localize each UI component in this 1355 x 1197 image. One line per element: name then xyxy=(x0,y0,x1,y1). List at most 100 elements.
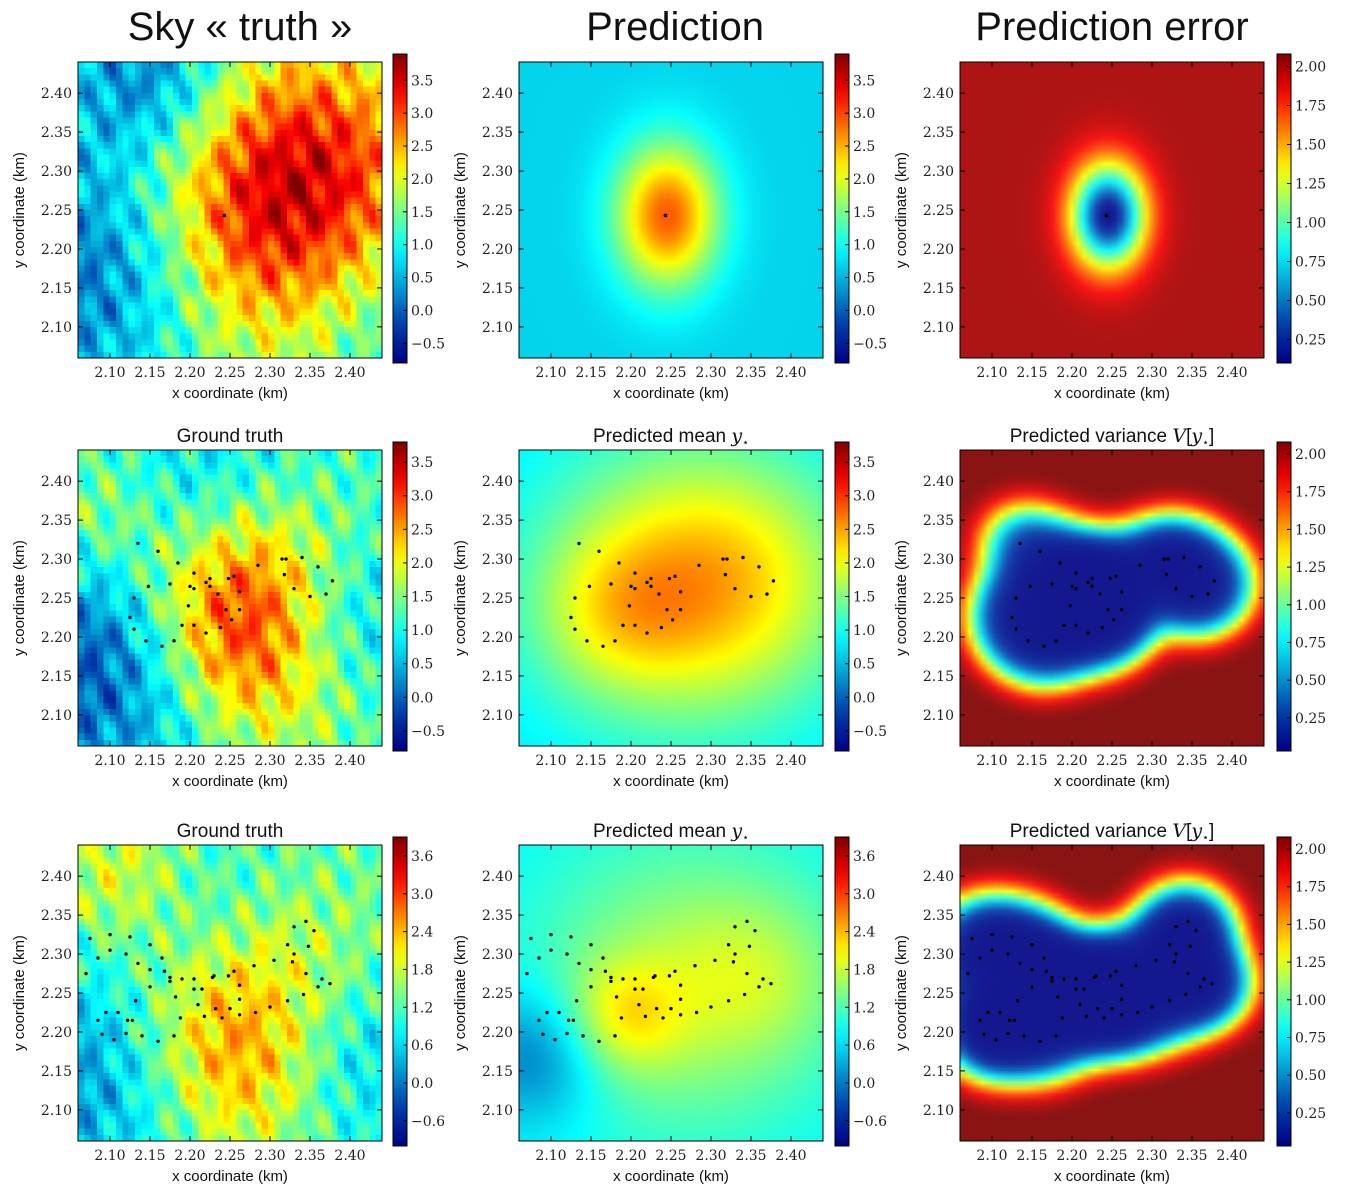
column-title-prediction-error: Prediction error xyxy=(975,5,1248,49)
y-tick-label: 2.20 xyxy=(482,242,513,258)
y-tick-label: 2.35 xyxy=(482,513,513,529)
y-tick-label: 2.25 xyxy=(923,591,954,607)
trajectory-point xyxy=(633,586,637,591)
x-tick-label: 2.40 xyxy=(1216,753,1247,769)
heatmap-image xyxy=(519,450,823,746)
y-tick-label: 2.35 xyxy=(41,513,72,529)
trajectory-point xyxy=(1186,971,1190,976)
trajectory-point xyxy=(280,557,284,561)
trajectory-point xyxy=(678,1013,683,1017)
x-tick-label: 2.10 xyxy=(535,753,566,769)
panel-r1c1: 2.10 2.15 2.20 2.25 2.30 2.35 2.40 2.10 2.15 2.20… xyxy=(11,53,445,402)
trajectory-point xyxy=(168,975,172,980)
trajectory-point xyxy=(637,1002,641,1007)
y-tick-label: 2.25 xyxy=(923,986,954,1002)
trajectory-point xyxy=(160,644,164,648)
y-tick-label: 2.30 xyxy=(923,552,954,568)
trajectory-point xyxy=(545,1010,549,1015)
trajectory-point xyxy=(324,592,328,596)
colorbar-tick-label: 1.25 xyxy=(1295,955,1326,971)
trajectory-point xyxy=(96,956,100,960)
y-tick-label: 2.20 xyxy=(923,242,954,258)
trajectory-point xyxy=(1074,586,1078,591)
trajectory-point xyxy=(178,1016,183,1020)
x-axis-label: x coordinate (km) xyxy=(172,1168,288,1185)
colorbar-tick-label: 2.4 xyxy=(853,925,875,941)
trajectory-point xyxy=(1194,928,1198,933)
heatmap-image xyxy=(519,62,823,358)
x-tick-label: 2.35 xyxy=(1176,365,1207,381)
trajectory-point xyxy=(133,999,138,1003)
y-tick-label: 2.15 xyxy=(482,1064,513,1080)
trajectory-point xyxy=(765,592,769,596)
trajectory-point xyxy=(268,1005,272,1009)
colorbar-tick-label: 2.00 xyxy=(1295,447,1326,463)
trajectory-point xyxy=(292,952,296,956)
x-tick-label: 2.25 xyxy=(214,753,245,769)
x-tick-label: 2.40 xyxy=(334,1148,365,1164)
trajectory-point xyxy=(1198,565,1202,569)
y-tick-label: 2.35 xyxy=(41,125,72,141)
trajectory-point xyxy=(1074,623,1078,627)
trajectory-point xyxy=(160,956,164,960)
x-tick-label: 2.20 xyxy=(615,753,646,769)
trajectory-point xyxy=(597,549,601,553)
y-axis-label: y coordinate (km) xyxy=(452,935,469,1051)
trajectory-point xyxy=(1100,625,1105,630)
x-tick-label: 2.15 xyxy=(134,753,165,769)
trajectory-point xyxy=(1022,1034,1026,1038)
x-tick-label: 2.20 xyxy=(174,1148,205,1164)
trajectory-point xyxy=(132,596,136,600)
x-tick-label: 2.15 xyxy=(575,365,606,381)
trajectory-point xyxy=(1154,958,1158,962)
trajectory-point xyxy=(226,974,231,978)
x-tick-label: 2.30 xyxy=(1136,753,1167,769)
trajectory-point xyxy=(1018,961,1022,966)
y-tick-label: 2.20 xyxy=(482,630,513,646)
trajectory-point xyxy=(1092,975,1097,980)
x-tick-label: 2.40 xyxy=(775,753,806,769)
observation-point xyxy=(663,213,668,218)
trajectory-point xyxy=(601,644,605,648)
trajectory-point xyxy=(300,555,304,560)
x-tick-label: 2.30 xyxy=(254,1148,285,1164)
colorbar xyxy=(392,53,408,364)
panel-r3c2: 2.10 2.15 2.20 2.25 2.30 2.35 2.40 2.10 2.15 2.20… xyxy=(452,820,887,1185)
trajectory-point xyxy=(237,607,242,612)
trajectory-point xyxy=(657,592,661,596)
trajectory-point xyxy=(204,580,208,585)
trajectory-point xyxy=(757,985,761,989)
trajectory-point xyxy=(1182,555,1186,560)
x-axis-label: x coordinate (km) xyxy=(1054,773,1170,790)
y-tick-label: 2.20 xyxy=(482,1025,513,1041)
y-tick-label: 2.10 xyxy=(923,1103,954,1119)
colorbar-tick-label: 3.0 xyxy=(853,489,875,505)
y-tick-label: 2.30 xyxy=(482,164,513,180)
trajectory-point xyxy=(132,627,136,631)
colorbar-tick-label: 1.0 xyxy=(411,238,433,254)
colorbar-tick-label: 1.5 xyxy=(411,205,433,221)
y-tick-label: 2.15 xyxy=(482,669,513,685)
trajectory-point xyxy=(156,1039,160,1043)
colorbar-tick-label: 3.5 xyxy=(853,455,875,471)
trajectory-point xyxy=(1054,639,1058,643)
x-axis-label: x coordinate (km) xyxy=(1054,385,1170,402)
trajectory-point xyxy=(1110,1006,1114,1011)
trajectory-point xyxy=(108,932,112,937)
trajectory-point xyxy=(966,971,970,976)
y-tick-label: 2.30 xyxy=(482,552,513,568)
trajectory-point xyxy=(573,627,577,631)
y-tick-label: 2.35 xyxy=(923,908,954,924)
trajectory-point xyxy=(1111,618,1116,622)
heatmap-image xyxy=(78,62,382,358)
trajectory-point xyxy=(252,964,256,968)
x-tick-label: 2.10 xyxy=(535,365,566,381)
trajectory-point xyxy=(1206,592,1210,596)
y-tick-label: 2.40 xyxy=(482,474,513,490)
trajectory-point xyxy=(678,607,683,612)
colorbar-tick-label: −0.5 xyxy=(853,724,887,740)
trajectory-point xyxy=(208,584,212,589)
x-tick-label: 2.35 xyxy=(1176,1148,1207,1164)
trajectory-point xyxy=(292,925,296,929)
y-tick-label: 2.25 xyxy=(923,203,954,219)
